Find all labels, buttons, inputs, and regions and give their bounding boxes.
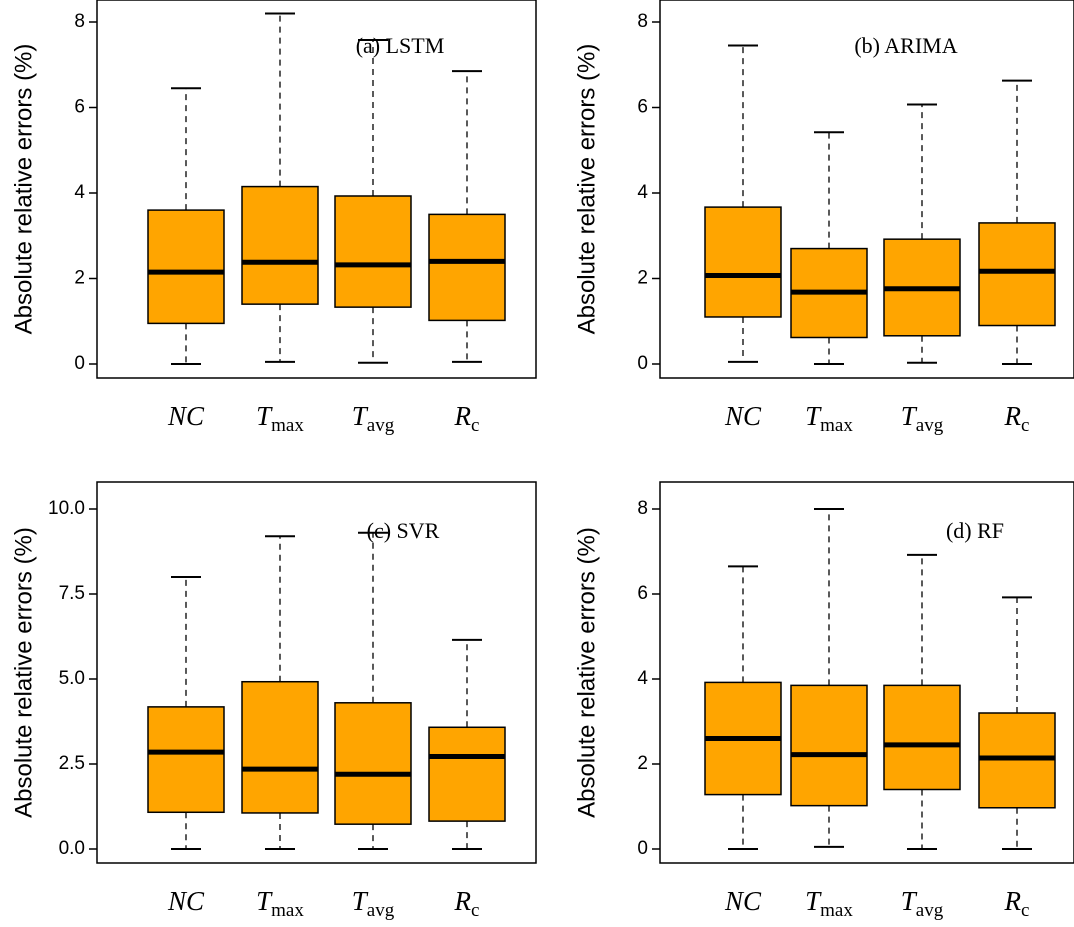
x-category-label: Tavg [352, 401, 395, 436]
y-tick-label: 2.5 [59, 753, 85, 774]
iqr-box [883, 684, 961, 791]
y-tick-label: 2 [637, 753, 648, 774]
panel-2: Absolute relative errors (%) 0 2 4 6 8 (b) ARI… [573, 0, 1074, 436]
iqr-box [428, 213, 506, 322]
x-category-label: Tmax [256, 401, 304, 436]
box-4 [428, 638, 506, 850]
plot-frame [96, 0, 537, 379]
y-tick-label: 0.0 [59, 838, 85, 859]
x-category-label: Rc [1004, 886, 1030, 921]
iqr-box [334, 195, 412, 308]
x-category-label: Tmax [256, 886, 304, 921]
y-tick-label: 8 [637, 498, 648, 519]
y-tick-label: 7.5 [59, 583, 85, 604]
y-axis-label: Absolute relative errors (%) [573, 527, 600, 818]
panel-title: (b) ARIMA [854, 33, 957, 58]
box-4 [428, 70, 506, 363]
plot-frame [96, 481, 537, 864]
box-3 [334, 38, 412, 364]
y-tick-label: 4 [74, 182, 85, 203]
x-category-label: Tmax [805, 886, 853, 921]
box-3 [334, 531, 412, 850]
y-tick-label: 4 [637, 182, 648, 203]
y-tick-label: 0 [637, 353, 648, 374]
iqr-box [241, 680, 319, 814]
x-category-label: NC [724, 401, 762, 431]
x-category-label: Tavg [901, 886, 944, 921]
x-category-label: Rc [454, 401, 480, 436]
panel-4: Absolute relative errors (%) 0 2 4 6 8 (d) RF N… [573, 481, 1074, 921]
plot-frame [659, 481, 1074, 864]
y-tick-label: 6 [74, 97, 85, 118]
box-2 [790, 508, 868, 848]
box-1 [704, 565, 782, 850]
box-2 [790, 131, 868, 365]
box-3 [883, 103, 961, 364]
y-tick-label: 6 [637, 583, 648, 604]
iqr-box [147, 706, 225, 814]
x-category-label: Rc [454, 886, 480, 921]
panel-title: (c) SVR [367, 518, 440, 543]
iqr-box [790, 684, 868, 807]
x-category-label: Rc [1004, 401, 1030, 436]
x-category-label: NC [167, 401, 205, 431]
x-category-label: Tmax [805, 401, 853, 436]
x-category-label: NC [167, 886, 205, 916]
iqr-box [147, 209, 225, 325]
box-1 [704, 44, 782, 363]
box-4 [978, 596, 1056, 850]
box-2 [241, 12, 319, 363]
panel-title: (d) RF [946, 518, 1004, 543]
y-tick-label: 2 [637, 268, 648, 289]
y-axis-label: Absolute relative errors (%) [10, 527, 37, 818]
plot-frame [659, 0, 1074, 379]
box-2 [241, 535, 319, 850]
iqr-box [704, 206, 782, 318]
panel-3: Absolute relative errors (%) 0.0 2.5 5.0 7.5… [10, 481, 537, 921]
box-1 [147, 87, 225, 365]
y-axis-label: Absolute relative errors (%) [573, 44, 600, 335]
panel-title: (a) LSTM [356, 33, 445, 58]
iqr-box [978, 222, 1056, 327]
y-axis-label: Absolute relative errors (%) [10, 44, 37, 335]
box-4 [978, 79, 1056, 365]
y-tick-label: 0 [637, 838, 648, 859]
iqr-box [334, 702, 412, 825]
iqr-box [428, 726, 506, 822]
panel-1: Absolute relative errors (%) 0 2 4 6 8 (a) LST… [10, 0, 537, 436]
box-1 [147, 576, 225, 850]
x-category-label: Tavg [901, 401, 944, 436]
box-3 [883, 553, 961, 850]
y-tick-label: 5.0 [59, 668, 85, 689]
x-category-label: NC [724, 886, 762, 916]
x-category-label: Tavg [352, 886, 395, 921]
y-tick-label: 8 [74, 11, 85, 32]
iqr-box [241, 185, 319, 305]
y-tick-label: 0 [74, 353, 85, 374]
y-tick-label: 4 [637, 668, 648, 689]
y-tick-label: 6 [637, 97, 648, 118]
y-tick-label: 2 [74, 268, 85, 289]
y-tick-label: 10.0 [48, 498, 85, 519]
y-tick-label: 8 [637, 11, 648, 32]
